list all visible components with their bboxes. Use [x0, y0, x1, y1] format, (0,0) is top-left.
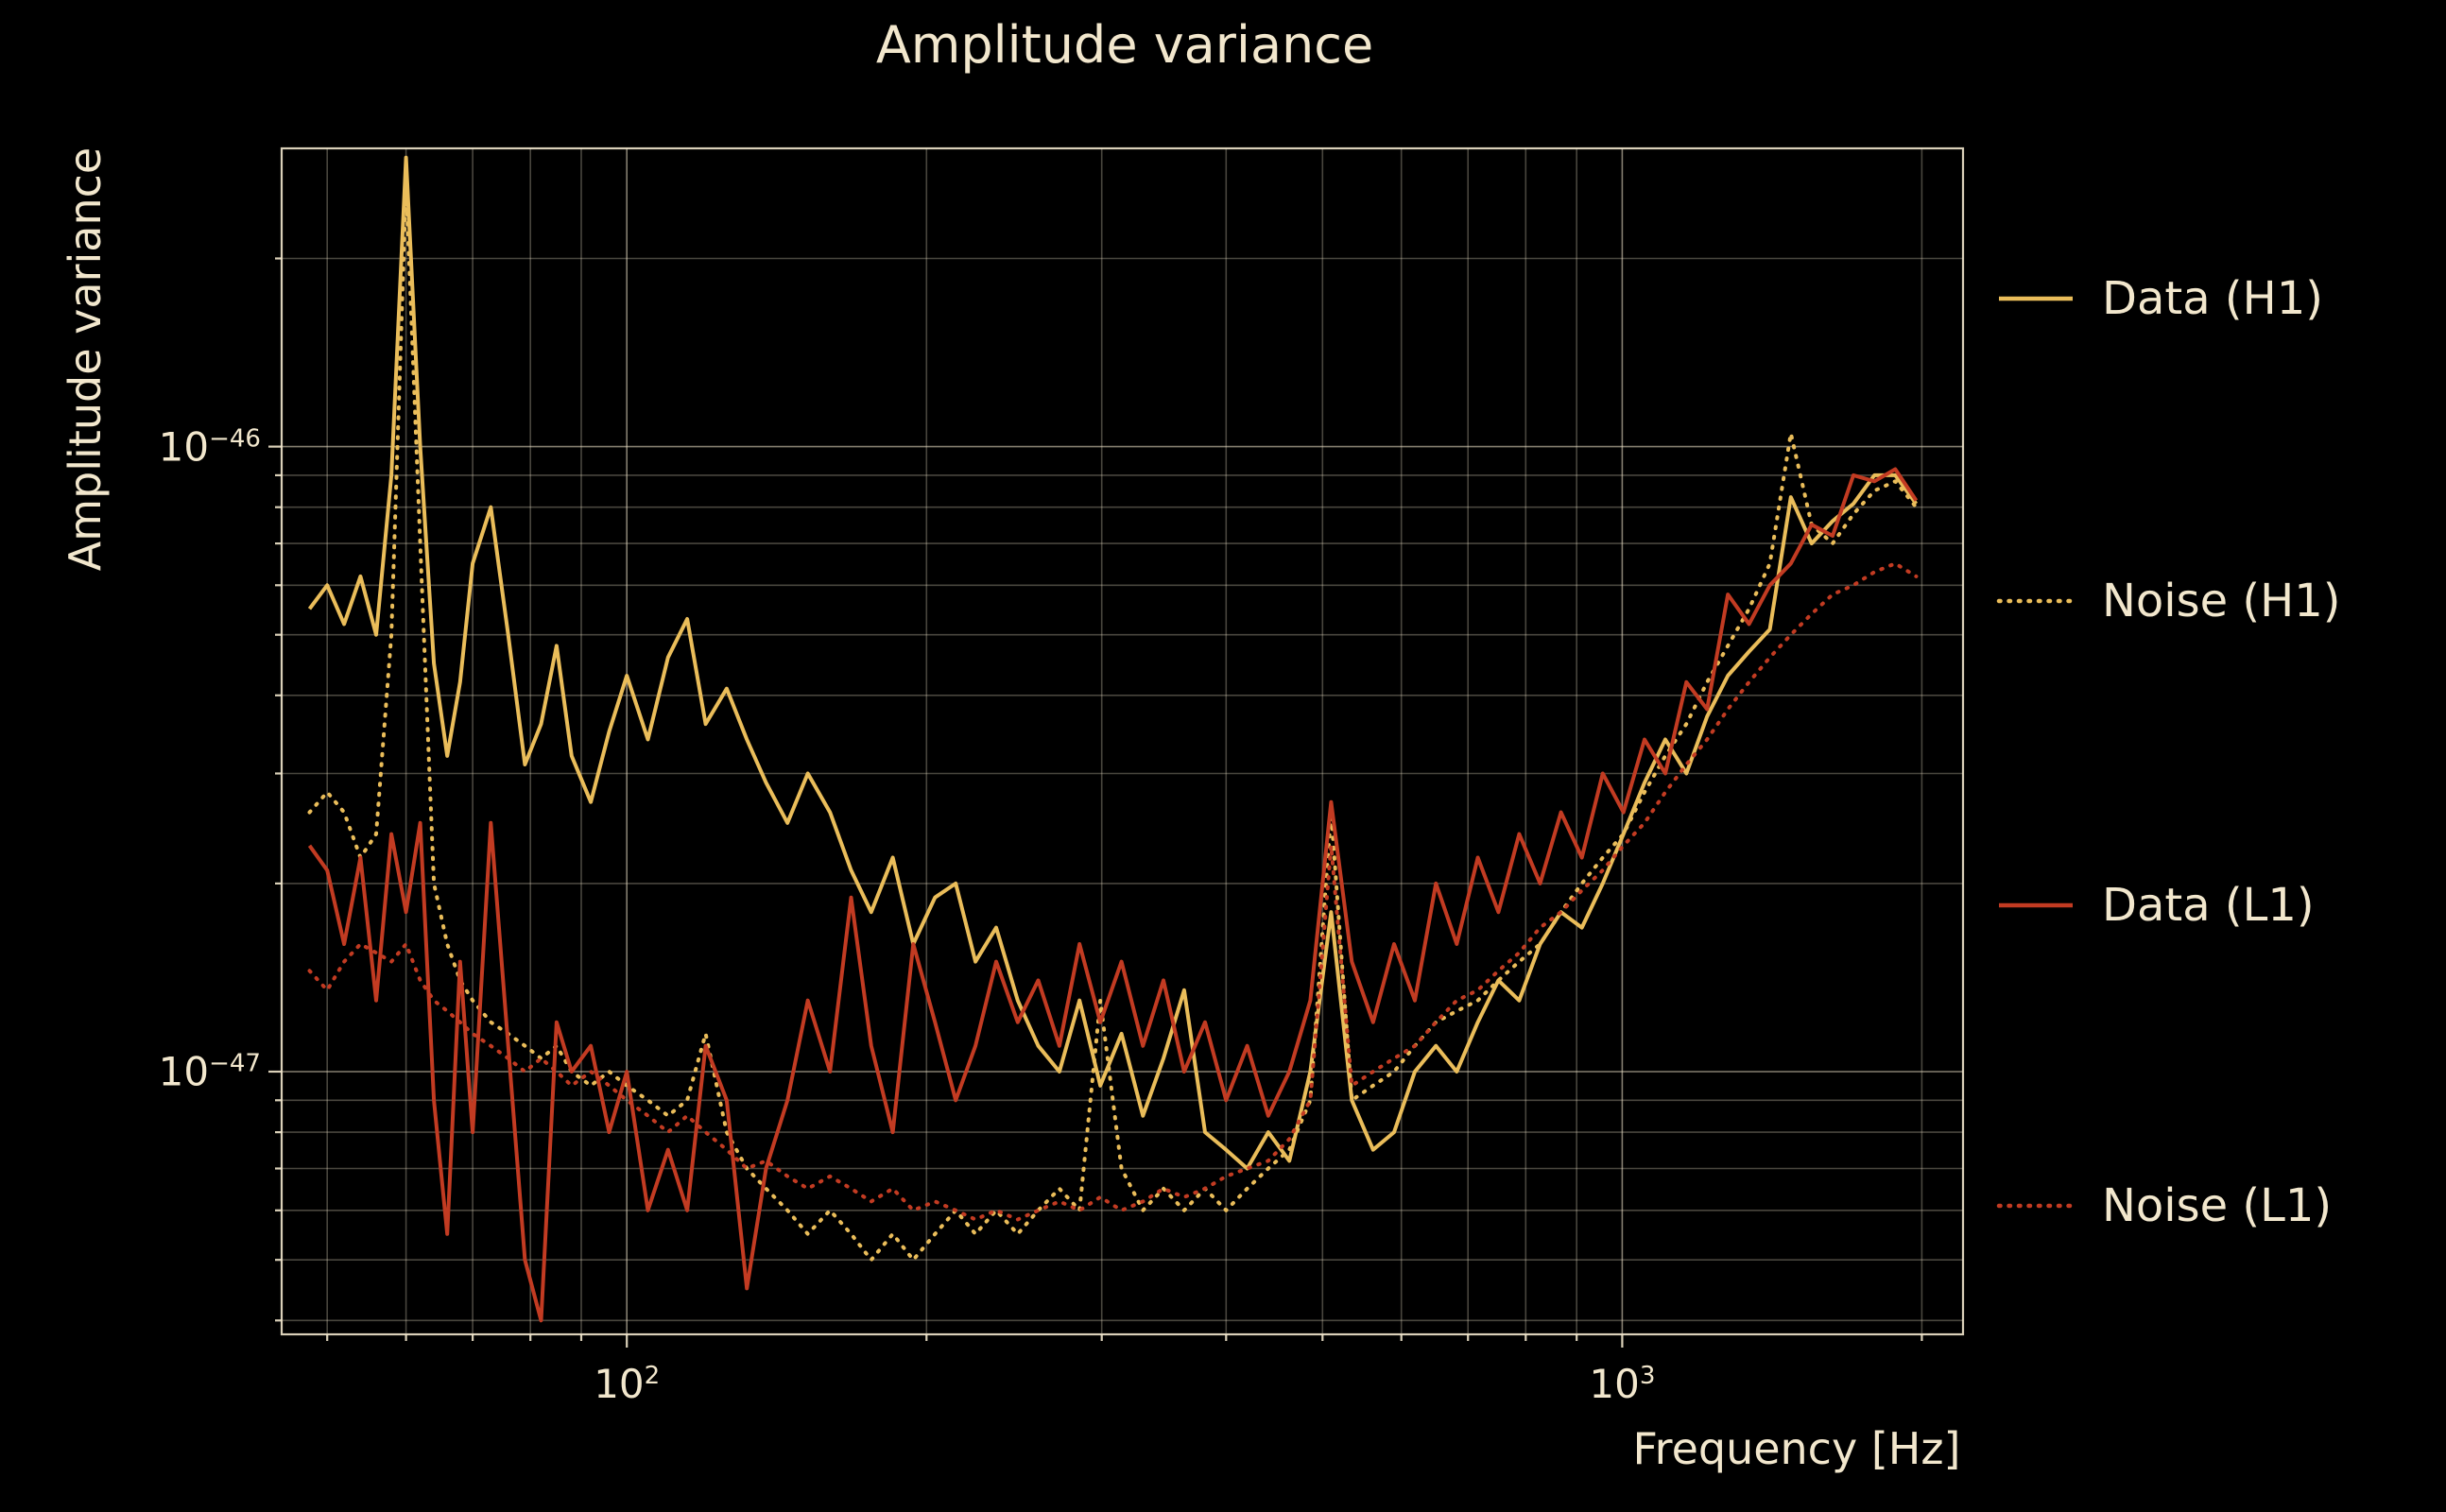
x-tick-label: 103 [1589, 1361, 1656, 1407]
plot-frame [280, 146, 1965, 1336]
grid [268, 148, 1963, 1348]
y-axis-label: Amplitude variance [60, 146, 111, 572]
series-data-l1- [307, 467, 1919, 1323]
chart-title: Amplitude variance [875, 15, 1374, 75]
series-data-h1- [307, 155, 1919, 1171]
series-noise-h1- [307, 180, 1919, 1263]
x-tick-label: 102 [594, 1361, 661, 1407]
y-tick-label: 10−47 [158, 1048, 261, 1095]
x-axis-label: Frequency [Hz] [1632, 1423, 1961, 1474]
y-tick-label: 10−46 [158, 423, 261, 471]
